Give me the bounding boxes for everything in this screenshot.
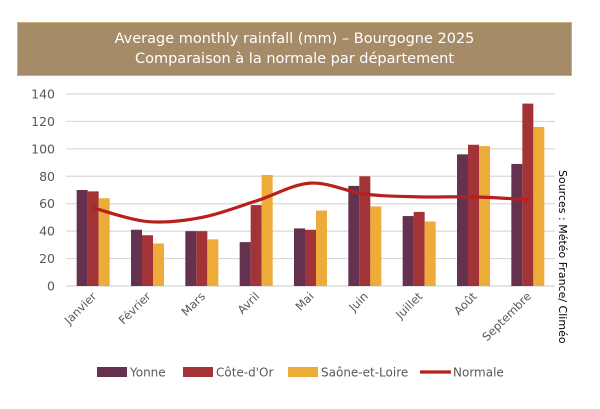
legend-swatch	[97, 367, 127, 377]
normale-line-group	[91, 181, 530, 224]
x-tick-label: Avril	[235, 289, 263, 317]
bar-c-te-d-or-février	[142, 235, 153, 286]
chart-title: Average monthly rainfall (mm) – Bourgogn…	[114, 31, 475, 47]
bar-sa-ne-et-loire-juin	[370, 206, 382, 286]
x-tick-label: Septembre	[479, 289, 534, 344]
bar-yonne-mai	[294, 228, 305, 286]
bar-sa-ne-et-loire-avril	[261, 174, 273, 286]
bar-sa-ne-et-loire-juillet	[424, 221, 436, 286]
legend-item-yonne: Yonne	[97, 366, 166, 380]
legend-label: Normale	[453, 366, 504, 380]
x-tick-label: Juin	[345, 289, 371, 315]
legend-label: Yonne	[129, 366, 166, 380]
bar-yonne-juillet	[402, 216, 414, 286]
bar-c-te-d-or-mars	[196, 231, 208, 286]
y-tick-label: 60	[39, 196, 55, 211]
x-tick-label: Mars	[178, 289, 207, 318]
legend-swatch	[183, 367, 213, 377]
x-tick-label: Août	[451, 289, 480, 318]
x-tick-label: Février	[116, 289, 154, 327]
x-tick-label: Janvier	[61, 289, 100, 328]
y-tick-label: 140	[31, 87, 55, 102]
bar-c-te-d-or-mai	[305, 229, 316, 286]
bar-yonne-août	[457, 154, 468, 286]
x-tick-label: Mai	[292, 289, 316, 313]
x-axis-ticks: Janvier Février Mars Avril Mai Juin Juillet Aoû…	[61, 289, 534, 344]
bar-yonne-septembre	[511, 163, 523, 286]
y-tick-label: 0	[47, 279, 55, 294]
bar-sa-ne-et-loire-février	[153, 243, 164, 286]
bar-c-te-d-or-avril	[250, 205, 262, 286]
x-tick-label: Juillet	[392, 289, 425, 322]
bar-sa-ne-et-loire-mai	[316, 210, 327, 286]
bar-c-te-d-or-janvier	[87, 191, 99, 286]
source-annotation: Sources : Météo France/ Climéo	[556, 170, 569, 344]
bar-yonne-mars	[185, 231, 197, 286]
legend-item-sa-ne-et-loire: Saône-et-Loire	[288, 366, 408, 380]
y-tick-label: 40	[39, 224, 55, 239]
y-axis-ticks: 0 20 40 60 80 100 120 140	[31, 87, 55, 294]
legend-item-c-te-d-or: Côte-d'Or	[183, 366, 274, 380]
bar-sa-ne-et-loire-mars	[207, 239, 219, 286]
legend-swatch	[288, 367, 318, 377]
bar-sa-ne-et-loire-août	[479, 146, 490, 286]
y-tick-label: 80	[39, 169, 55, 184]
normale-line	[91, 181, 530, 224]
bar-c-te-d-or-août	[468, 144, 479, 286]
y-tick-label: 120	[31, 114, 55, 129]
legend: Yonne Côte-d'Or Saône-et-Loire Normale	[97, 366, 504, 380]
bar-c-te-d-or-juillet	[413, 211, 425, 286]
bars	[76, 103, 545, 287]
bar-c-te-d-or-septembre	[522, 103, 534, 286]
bar-yonne-février	[131, 229, 142, 286]
y-tick-label: 100	[31, 141, 55, 156]
bar-yonne-juin	[348, 185, 360, 286]
chart-subtitle: Comparaison à la normale par département	[134, 51, 455, 67]
bar-sa-ne-et-loire-septembre	[533, 126, 545, 287]
legend-label: Côte-d'Or	[216, 366, 274, 380]
legend-label: Saône-et-Loire	[321, 366, 408, 380]
legend-item-normale: Normale	[420, 366, 504, 380]
bar-c-te-d-or-juin	[359, 176, 371, 286]
y-tick-label: 20	[39, 251, 55, 266]
chart-title-banner: Average monthly rainfall (mm) – Bourgogn…	[17, 22, 572, 76]
bar-yonne-avril	[239, 242, 251, 286]
bar-sa-ne-et-loire-janvier	[98, 198, 110, 286]
bar-yonne-janvier	[76, 190, 88, 286]
